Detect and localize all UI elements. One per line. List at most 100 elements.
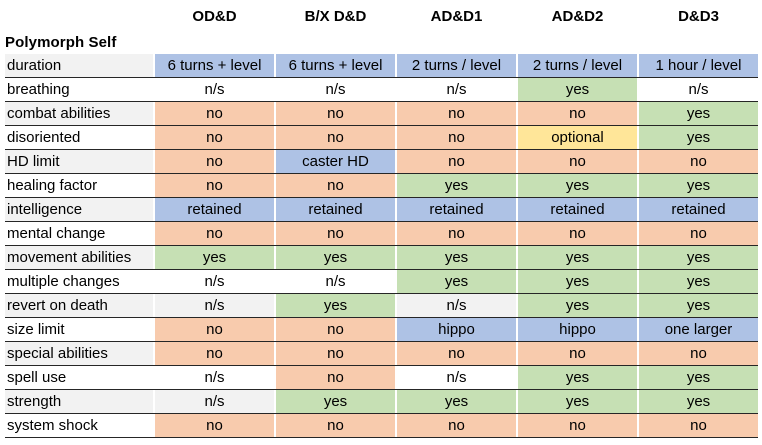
table-cell: no bbox=[155, 342, 274, 365]
table-cell: no bbox=[639, 342, 758, 365]
table-cell: yes bbox=[639, 390, 758, 413]
table-cell: hippo bbox=[397, 318, 516, 341]
table-cell: 1 hour / level bbox=[639, 54, 758, 77]
table-cell: yes bbox=[276, 246, 395, 269]
row-label: special abilities bbox=[5, 342, 153, 365]
table-cell: 6 turns + level bbox=[276, 54, 395, 77]
table-cell: no bbox=[276, 366, 395, 389]
table-cell: yes bbox=[518, 78, 637, 101]
table-cell: one larger bbox=[639, 318, 758, 341]
table-cell: yes bbox=[397, 270, 516, 293]
table-cell: yes bbox=[276, 390, 395, 413]
table-row: movement abilities yes yes yes yes yes bbox=[5, 246, 758, 270]
table-cell: yes bbox=[518, 270, 637, 293]
table-cell: yes bbox=[276, 294, 395, 317]
table-cell: yes bbox=[639, 174, 758, 197]
table-row: strength n/s yes yes yes yes bbox=[5, 390, 758, 414]
table-cell: yes bbox=[397, 390, 516, 413]
table-cell: no bbox=[276, 126, 395, 149]
table-cell: no bbox=[397, 102, 516, 125]
table-cell: no bbox=[397, 126, 516, 149]
table-row: duration 6 turns + level 6 turns + level 2 … bbox=[5, 54, 758, 78]
title-row: Polymorph Self bbox=[5, 30, 758, 54]
table-row: intelligence retained retained retained reta… bbox=[5, 198, 758, 222]
table-cell: 2 turns / level bbox=[518, 54, 637, 77]
table-cell: n/s bbox=[397, 294, 516, 317]
table-cell: yes bbox=[397, 246, 516, 269]
table-cell: n/s bbox=[155, 390, 274, 413]
table-cell: yes bbox=[518, 366, 637, 389]
table-cell: yes bbox=[518, 246, 637, 269]
column-header-bx-dd: B/X D&D bbox=[304, 7, 367, 25]
table-cell: no bbox=[639, 222, 758, 245]
table-cell: no bbox=[518, 414, 637, 437]
table-cell: yes bbox=[639, 366, 758, 389]
table-row: healing factor no no yes yes yes bbox=[5, 174, 758, 198]
table-row: special abilities no no no no no bbox=[5, 342, 758, 366]
row-label: multiple changes bbox=[7, 273, 120, 290]
table-cell: no bbox=[155, 414, 274, 437]
table-cell: no bbox=[397, 342, 516, 365]
table-cell: yes bbox=[639, 294, 758, 317]
table-row: breathing n/s n/s n/s yes n/s bbox=[5, 78, 758, 102]
table-cell: no bbox=[276, 414, 395, 437]
table-cell: retained bbox=[518, 198, 637, 221]
table-row: mental change no no no no no bbox=[5, 222, 758, 246]
row-label: system shock bbox=[7, 417, 98, 434]
table-cell: n/s bbox=[155, 294, 274, 317]
table-cell: yes bbox=[518, 390, 637, 413]
comparison-table: OD&D B/X D&D AD&D1 AD&D2 D&D3 Polymorph … bbox=[5, 2, 758, 438]
table-row: disoriented no no no optional yes bbox=[5, 126, 758, 150]
table-cell: n/s bbox=[204, 273, 225, 290]
table-cell: yes bbox=[518, 174, 637, 197]
table-cell: yes bbox=[639, 270, 758, 293]
table-row: HD limit no caster HD no no no bbox=[5, 150, 758, 174]
row-label: intelligence bbox=[5, 198, 153, 221]
table-cell: no bbox=[155, 222, 274, 245]
row-label: breathing bbox=[7, 81, 70, 98]
table-cell: 2 turns / level bbox=[397, 54, 516, 77]
table-cell: no bbox=[155, 174, 274, 197]
table-cell: no bbox=[155, 102, 274, 125]
table-cell: no bbox=[155, 150, 274, 173]
column-header-odd: OD&D bbox=[192, 7, 237, 25]
table-row: system shock no no no no no bbox=[5, 414, 758, 438]
column-header-add2: AD&D2 bbox=[551, 7, 604, 25]
table-cell: no bbox=[518, 102, 637, 125]
table-cell: optional bbox=[518, 126, 637, 149]
row-label: disoriented bbox=[7, 129, 81, 146]
table-cell: n/s bbox=[204, 369, 225, 386]
table-cell: no bbox=[155, 126, 274, 149]
table-row: spell use n/s no n/s yes yes bbox=[5, 366, 758, 390]
row-label: HD limit bbox=[5, 150, 153, 173]
table-cell: no bbox=[397, 222, 516, 245]
table-cell: yes bbox=[639, 102, 758, 125]
row-label: strength bbox=[5, 390, 153, 413]
table-cell: yes bbox=[639, 246, 758, 269]
table-cell: n/s bbox=[204, 81, 225, 98]
column-header-add1: AD&D1 bbox=[430, 7, 483, 25]
table-cell: retained bbox=[397, 198, 516, 221]
table-cell: no bbox=[518, 150, 637, 173]
header-spacer bbox=[5, 2, 153, 30]
column-header-dd3: D&D3 bbox=[678, 7, 719, 25]
table-cell: n/s bbox=[325, 81, 346, 98]
table-cell: retained bbox=[155, 198, 274, 221]
table-cell: n/s bbox=[688, 81, 709, 98]
row-label: healing factor bbox=[7, 177, 98, 194]
table-cell: yes bbox=[639, 126, 758, 149]
row-label: revert on death bbox=[5, 294, 153, 317]
row-label: movement abilities bbox=[5, 246, 153, 269]
table-cell: no bbox=[397, 150, 516, 173]
row-label: combat abilities bbox=[5, 102, 153, 125]
table-cell: no bbox=[276, 102, 395, 125]
row-label: mental change bbox=[7, 225, 106, 242]
table-row: combat abilities no no no no yes bbox=[5, 102, 758, 126]
table-cell: no bbox=[639, 414, 758, 437]
table-cell: hippo bbox=[518, 318, 637, 341]
table-cell: no bbox=[155, 318, 274, 341]
table-cell: yes bbox=[397, 174, 516, 197]
table-cell: no bbox=[639, 150, 758, 173]
table-cell: n/s bbox=[446, 81, 467, 98]
table-cell: yes bbox=[518, 294, 637, 317]
